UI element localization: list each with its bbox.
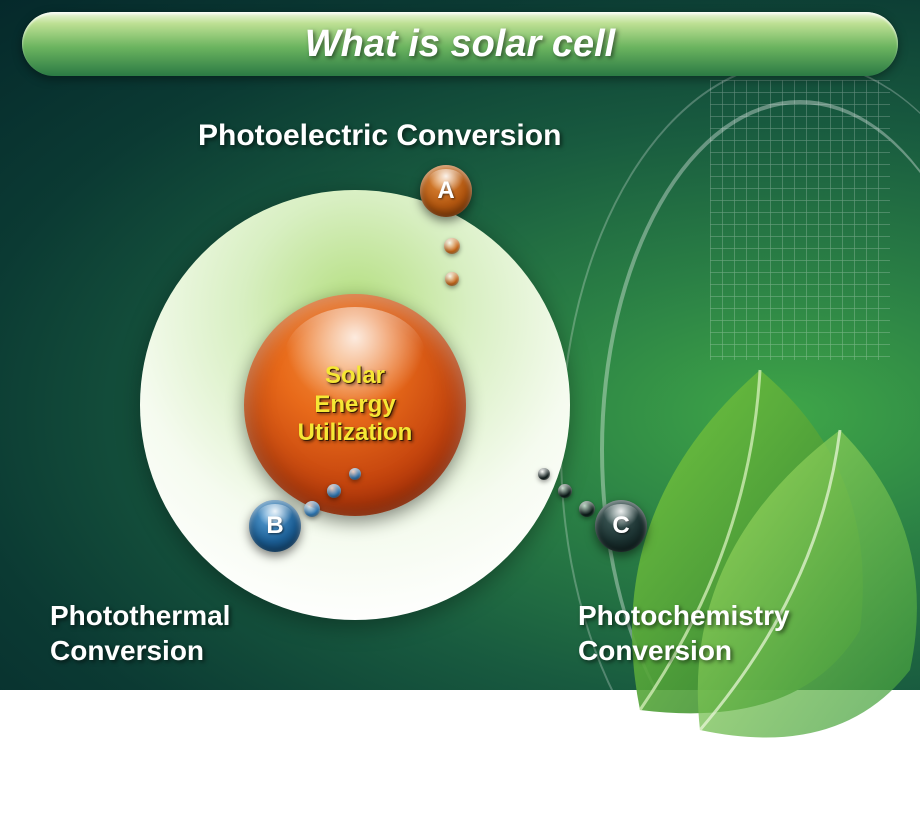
decorative-grid — [710, 80, 890, 360]
connector-dot-a — [444, 238, 460, 254]
connector-dot-c — [538, 468, 550, 480]
connector-dot-c — [579, 501, 595, 517]
node-b: B — [249, 500, 301, 552]
center-line1: Solar — [325, 362, 385, 391]
title-bar: What is solar cell — [22, 12, 898, 76]
center-line3: Utilization — [298, 419, 413, 448]
label-photochemistry: PhotochemistryConversion — [578, 598, 790, 668]
node-a-letter: A — [437, 177, 454, 205]
page-title: What is solar cell — [305, 23, 615, 66]
node-c-letter: C — [612, 512, 629, 540]
connector-dot-a — [445, 272, 459, 286]
connector-dot-b — [304, 501, 320, 517]
center-label: Solar Energy Utilization — [244, 294, 466, 516]
node-a: A — [420, 165, 472, 217]
label-photoelectric: Photoelectric Conversion — [198, 117, 561, 155]
connector-dot-b — [349, 468, 361, 480]
diagram-outer-circle: Solar Energy Utilization — [140, 190, 570, 620]
node-b-letter: B — [266, 512, 283, 540]
connector-dot-c — [558, 484, 572, 498]
label-photothermal: PhotothermalConversion — [50, 598, 230, 668]
center-line2: Energy — [314, 391, 395, 420]
node-c: C — [595, 500, 647, 552]
connector-dot-b — [327, 484, 341, 498]
center-orb: Solar Energy Utilization — [244, 294, 466, 516]
